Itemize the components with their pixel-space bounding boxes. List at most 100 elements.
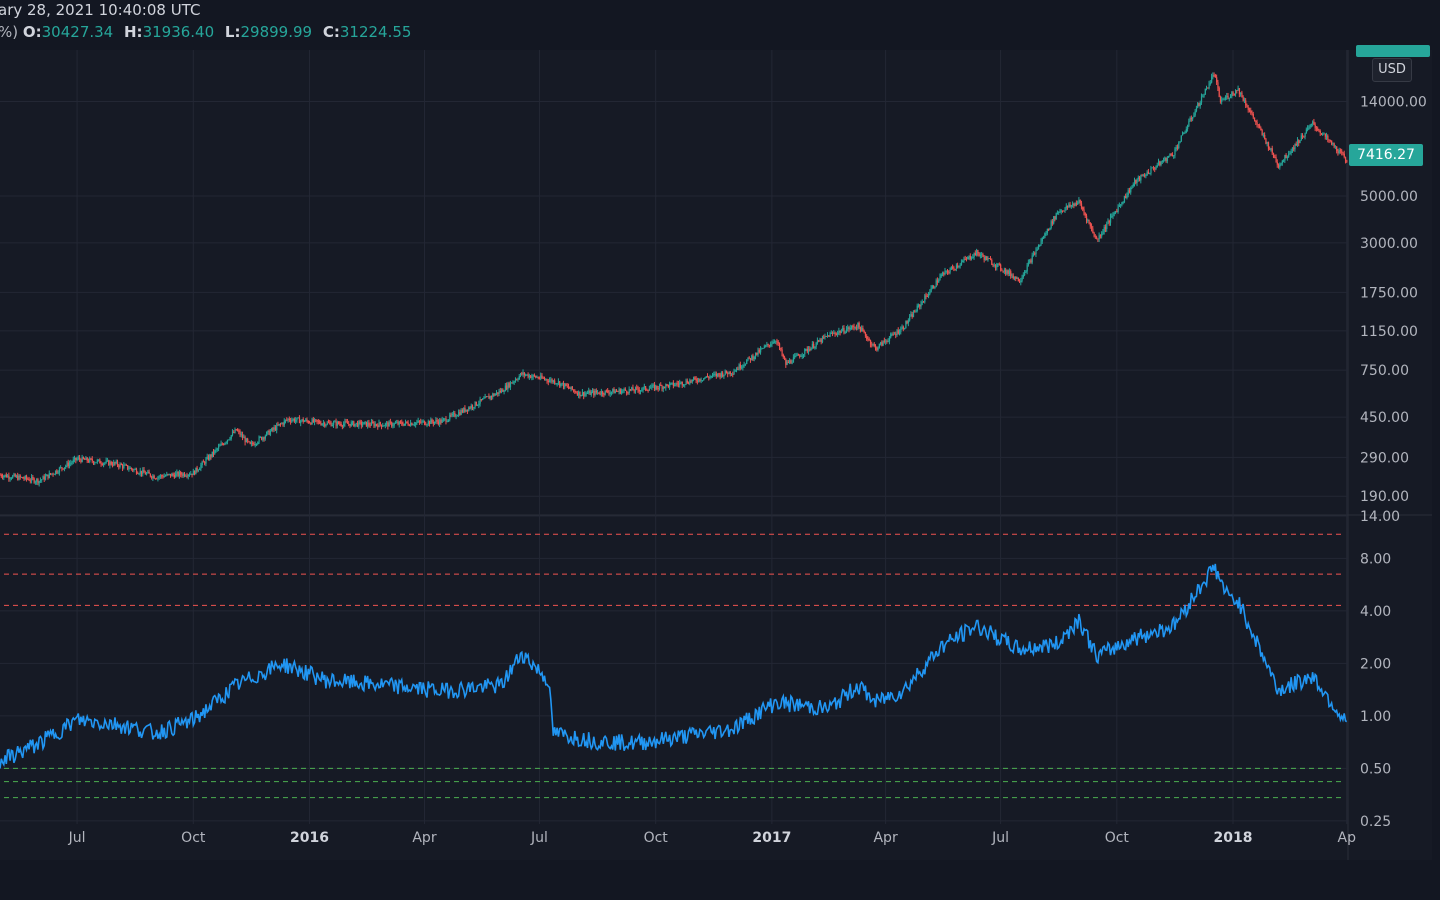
currency-selector[interactable]: USD xyxy=(1372,58,1412,82)
candle-body xyxy=(495,392,498,394)
candle-body xyxy=(478,403,480,405)
candle-body xyxy=(1259,125,1261,128)
candle-body xyxy=(1147,171,1150,174)
candle-body xyxy=(1247,107,1249,110)
candle-body xyxy=(1155,166,1157,170)
candle-body xyxy=(226,439,229,443)
candle-body xyxy=(204,461,206,464)
candle-body xyxy=(248,441,250,442)
candle-body xyxy=(513,381,515,383)
candle-body xyxy=(518,375,520,380)
candle-body xyxy=(632,387,634,391)
candle-body xyxy=(159,475,162,477)
candle-body xyxy=(527,374,529,378)
candle-body xyxy=(905,321,907,329)
candle-body xyxy=(1289,152,1291,154)
candle-body xyxy=(1336,146,1338,152)
candle-body xyxy=(465,409,467,412)
chart-area[interactable]: 14000.00 5000.00 3000.00 1750.00 1150.00 750.… xyxy=(0,50,1432,860)
candle-body xyxy=(1044,233,1046,239)
candle-body xyxy=(680,381,682,383)
candle-body xyxy=(410,422,412,426)
candle-body xyxy=(757,349,759,355)
candle-body xyxy=(964,258,966,260)
candle-body xyxy=(857,322,859,329)
candle-body xyxy=(172,473,174,475)
candle-body xyxy=(1334,146,1337,148)
candle-body xyxy=(240,434,243,436)
candle-body xyxy=(189,474,191,476)
candle-body xyxy=(1159,161,1161,166)
candle-body xyxy=(638,389,640,392)
candle-body xyxy=(868,339,870,341)
candle-body xyxy=(454,413,456,417)
candle-body xyxy=(460,410,462,415)
candle-body xyxy=(775,341,777,343)
candle-body xyxy=(890,334,892,338)
candle-body xyxy=(619,389,622,394)
candle-body xyxy=(580,395,582,397)
candle-body xyxy=(128,468,130,470)
candle-body xyxy=(1270,148,1272,150)
candle-body xyxy=(789,360,791,363)
candle-body xyxy=(327,422,330,424)
candle-body xyxy=(955,265,958,270)
candle-body xyxy=(398,421,400,425)
candle-body xyxy=(125,464,128,466)
candle-body xyxy=(373,422,375,427)
candle-body xyxy=(490,396,493,398)
candle-body xyxy=(953,267,955,269)
candle-body xyxy=(1242,97,1244,101)
candle-body xyxy=(359,421,361,423)
candle-body xyxy=(681,381,683,386)
candle-body xyxy=(934,286,936,288)
candle-body xyxy=(887,341,889,342)
candle-body xyxy=(821,336,824,343)
candle-body xyxy=(700,380,702,382)
candle-body xyxy=(886,340,888,342)
candle-body xyxy=(785,359,787,365)
candle-body xyxy=(355,422,357,424)
candle-body xyxy=(408,424,411,426)
candle-body xyxy=(312,419,315,423)
chart-canvas[interactable]: 14000.00 5000.00 3000.00 1750.00 1150.00 750.… xyxy=(0,50,1432,860)
candle-body xyxy=(892,333,894,335)
candle-body xyxy=(1120,204,1122,206)
candle-body xyxy=(43,476,45,480)
candle-body xyxy=(935,280,937,287)
candle-body xyxy=(266,432,268,436)
candle-body xyxy=(1006,270,1008,274)
candle-body xyxy=(859,327,862,332)
candle-body xyxy=(991,259,993,265)
candle-body xyxy=(479,399,481,404)
candle-body xyxy=(367,422,369,427)
candle-body xyxy=(134,469,136,471)
candle-body xyxy=(1133,179,1136,185)
candle-body xyxy=(322,422,325,424)
candle-body xyxy=(709,376,711,378)
candle-body xyxy=(61,467,63,469)
candle-body xyxy=(1166,157,1169,161)
candle-body xyxy=(183,473,186,477)
candle-body xyxy=(1252,113,1254,118)
candle-body xyxy=(273,427,275,430)
candle-body xyxy=(122,465,124,469)
candle-body xyxy=(508,383,510,388)
time-tick-label: 2018 xyxy=(1214,830,1253,846)
candle-body xyxy=(185,475,187,477)
candle-body xyxy=(924,295,926,303)
candle-body xyxy=(824,335,826,338)
candle-body xyxy=(867,338,869,340)
candle-body xyxy=(149,473,152,477)
candle-body xyxy=(713,374,715,376)
candle-body xyxy=(383,425,385,427)
candle-body xyxy=(653,384,656,390)
candle-body xyxy=(333,422,335,425)
candle-body xyxy=(848,327,850,330)
candle-body xyxy=(484,396,486,399)
candle-body xyxy=(1265,138,1267,144)
candle-body xyxy=(636,387,638,389)
high-price-tag xyxy=(1356,45,1430,57)
candle-body xyxy=(650,387,652,389)
candle-body xyxy=(396,422,398,424)
